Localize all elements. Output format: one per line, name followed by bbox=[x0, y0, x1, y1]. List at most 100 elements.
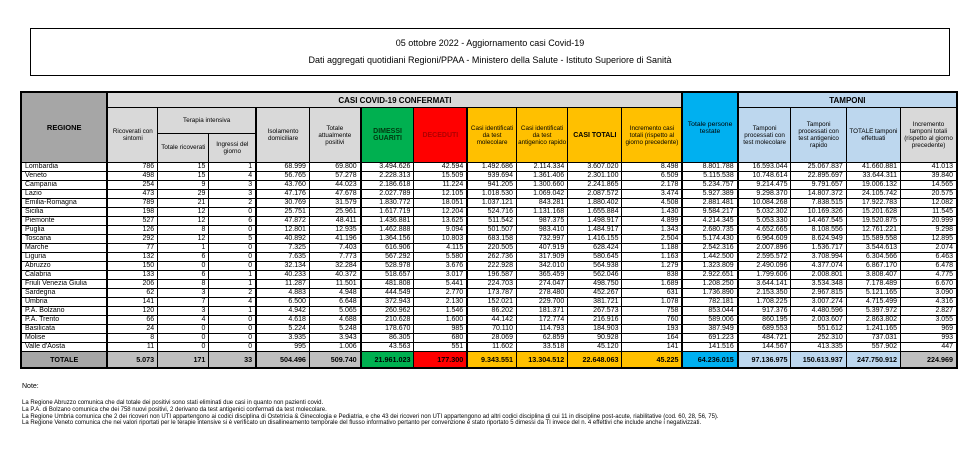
value-cell: 33.644.311 bbox=[845, 171, 902, 181]
value-cell: 6.670 bbox=[900, 279, 958, 289]
value-cell: 580.645 bbox=[567, 252, 623, 262]
value-cell: 2.027.789 bbox=[360, 189, 415, 199]
value-cell: 11.501 bbox=[308, 279, 362, 289]
value-cell: 25.067.837 bbox=[790, 162, 847, 172]
table-row: Campania 254 9 3 43.760 44.023 2.186.618 11.224… bbox=[20, 180, 958, 190]
value-cell: 48.411 bbox=[308, 216, 362, 226]
value-cell: 69.800 bbox=[308, 162, 362, 172]
value-cell: 1.131.168 bbox=[515, 207, 569, 217]
value-cell: 3.055 bbox=[900, 315, 958, 325]
value-cell: 254 bbox=[106, 180, 159, 190]
header-casi-molecolare: Casi identificati da test molecolare bbox=[466, 107, 517, 163]
value-cell: 9.791.657 bbox=[790, 180, 847, 190]
header-casi-antigenico: Casi identificati da test antigenico rap… bbox=[515, 107, 569, 163]
value-cell: 683.158 bbox=[466, 234, 517, 244]
value-cell: 5.174.430 bbox=[681, 234, 739, 244]
region-name: Molise bbox=[20, 333, 109, 343]
value-cell: 1.078 bbox=[621, 297, 684, 307]
value-cell: 2.922.651 bbox=[681, 270, 739, 280]
value-cell: 969 bbox=[900, 324, 958, 334]
value-cell: 11.545 bbox=[900, 207, 958, 217]
value-cell: 178.670 bbox=[360, 324, 415, 334]
value-cell: 292 bbox=[106, 234, 159, 244]
value-cell: 40.372 bbox=[308, 270, 362, 280]
value-cell: 407.919 bbox=[515, 243, 569, 253]
value-cell: 4.618 bbox=[255, 315, 310, 325]
value-cell: 1.880.402 bbox=[567, 198, 623, 208]
value-cell: 12.895 bbox=[900, 234, 958, 244]
value-cell: 786 bbox=[106, 162, 159, 172]
value-cell: 504.496 bbox=[255, 351, 310, 369]
value-cell: 1.430 bbox=[621, 207, 684, 217]
value-cell: 993 bbox=[900, 333, 958, 343]
value-cell: 141 bbox=[106, 297, 159, 307]
title-box: 05 ottobre 2022 - Aggiornamento casi Cov… bbox=[30, 28, 950, 76]
value-cell: 229.700 bbox=[515, 297, 569, 307]
table-row: Umbria 141 7 4 6.500 6.648 372.943 2.130 152.021… bbox=[20, 297, 958, 307]
value-cell: 985 bbox=[413, 324, 469, 334]
value-cell: 4.377.074 bbox=[790, 261, 847, 271]
value-cell: 8.498 bbox=[621, 162, 684, 172]
value-cell: 2.130 bbox=[413, 297, 469, 307]
value-cell: 917.376 bbox=[737, 306, 792, 316]
value-cell: 6 bbox=[157, 252, 210, 262]
header-casi-confermati-banner: CASI COVID-19 CONFERMATI bbox=[106, 91, 684, 108]
value-cell: 30.769 bbox=[255, 198, 310, 208]
value-cell: 1.736.890 bbox=[681, 288, 739, 298]
value-cell: 567.292 bbox=[360, 252, 415, 262]
value-cell: 1.689 bbox=[621, 279, 684, 289]
covid-data-table: REGIONE CASI COVID-19 CONFERMATI Totale … bbox=[20, 91, 958, 369]
value-cell: 1 bbox=[208, 162, 258, 172]
value-cell: 9.298 bbox=[900, 225, 958, 235]
value-cell: 342.010 bbox=[515, 261, 569, 271]
value-cell: 9.094 bbox=[413, 225, 469, 235]
value-cell: 6.478 bbox=[900, 261, 958, 271]
value-cell: 21.961.023 bbox=[360, 351, 415, 369]
value-cell: 8 bbox=[106, 333, 159, 343]
value-cell: 789 bbox=[106, 198, 159, 208]
value-cell: 90.928 bbox=[567, 333, 623, 343]
value-cell: 33.518 bbox=[515, 342, 569, 352]
bulletin-subtitle: Dati aggregati quotidiani Regioni/PPAA -… bbox=[308, 55, 672, 65]
value-cell: 0 bbox=[208, 261, 258, 271]
value-cell: 941.205 bbox=[466, 180, 517, 190]
value-cell: 97.136.975 bbox=[737, 351, 792, 369]
value-cell: 2.680.735 bbox=[681, 225, 739, 235]
header-ti-totale: Totale ricoverati bbox=[157, 132, 210, 164]
value-cell: 691.223 bbox=[681, 333, 739, 343]
value-cell: 0 bbox=[208, 243, 258, 253]
value-cell: 1.617.719 bbox=[360, 207, 415, 217]
value-cell: 5.397.972 bbox=[845, 306, 902, 316]
value-cell: 6.648 bbox=[308, 297, 362, 307]
header-tamponi-banner: TAMPONI bbox=[737, 91, 958, 108]
value-cell: 6.964.609 bbox=[737, 234, 792, 244]
value-cell: 274.047 bbox=[515, 279, 569, 289]
value-cell: 5.032.302 bbox=[737, 207, 792, 217]
value-cell: 262.736 bbox=[466, 252, 517, 262]
value-cell: 3.943 bbox=[308, 333, 362, 343]
value-cell: 1.361.406 bbox=[515, 171, 569, 181]
value-cell: 2.770 bbox=[413, 288, 469, 298]
value-cell: 7 bbox=[157, 297, 210, 307]
value-cell: 1.006 bbox=[308, 342, 362, 352]
value-cell: 152.021 bbox=[466, 297, 517, 307]
value-cell: 6.463 bbox=[900, 252, 958, 262]
value-cell: 0 bbox=[157, 324, 210, 334]
table-row: Abruzzo 150 0 0 32.134 32.284 528.978 3.676 222.… bbox=[20, 261, 958, 271]
table-row: Calabria 133 6 1 40.233 40.372 518.657 3.017 196… bbox=[20, 270, 958, 280]
value-cell: 732.997 bbox=[515, 234, 569, 244]
value-cell: 15.509 bbox=[413, 171, 469, 181]
table-header: REGIONE CASI COVID-19 CONFERMATI Totale … bbox=[20, 91, 958, 164]
value-cell: 32.134 bbox=[255, 261, 310, 271]
value-cell: 843.281 bbox=[515, 198, 569, 208]
value-cell: 181.371 bbox=[515, 306, 569, 316]
value-cell: 1.069.042 bbox=[515, 189, 569, 199]
region-name: Friuli Venezia Giulia bbox=[20, 279, 109, 289]
value-cell: 11 bbox=[106, 342, 159, 352]
value-cell: 4 bbox=[157, 315, 210, 325]
value-cell: 1.830.772 bbox=[360, 198, 415, 208]
region-name: Abruzzo bbox=[20, 261, 109, 271]
value-cell: 220.505 bbox=[466, 243, 517, 253]
value-cell: 43.760 bbox=[255, 180, 310, 190]
value-cell: 2.008.801 bbox=[790, 270, 847, 280]
